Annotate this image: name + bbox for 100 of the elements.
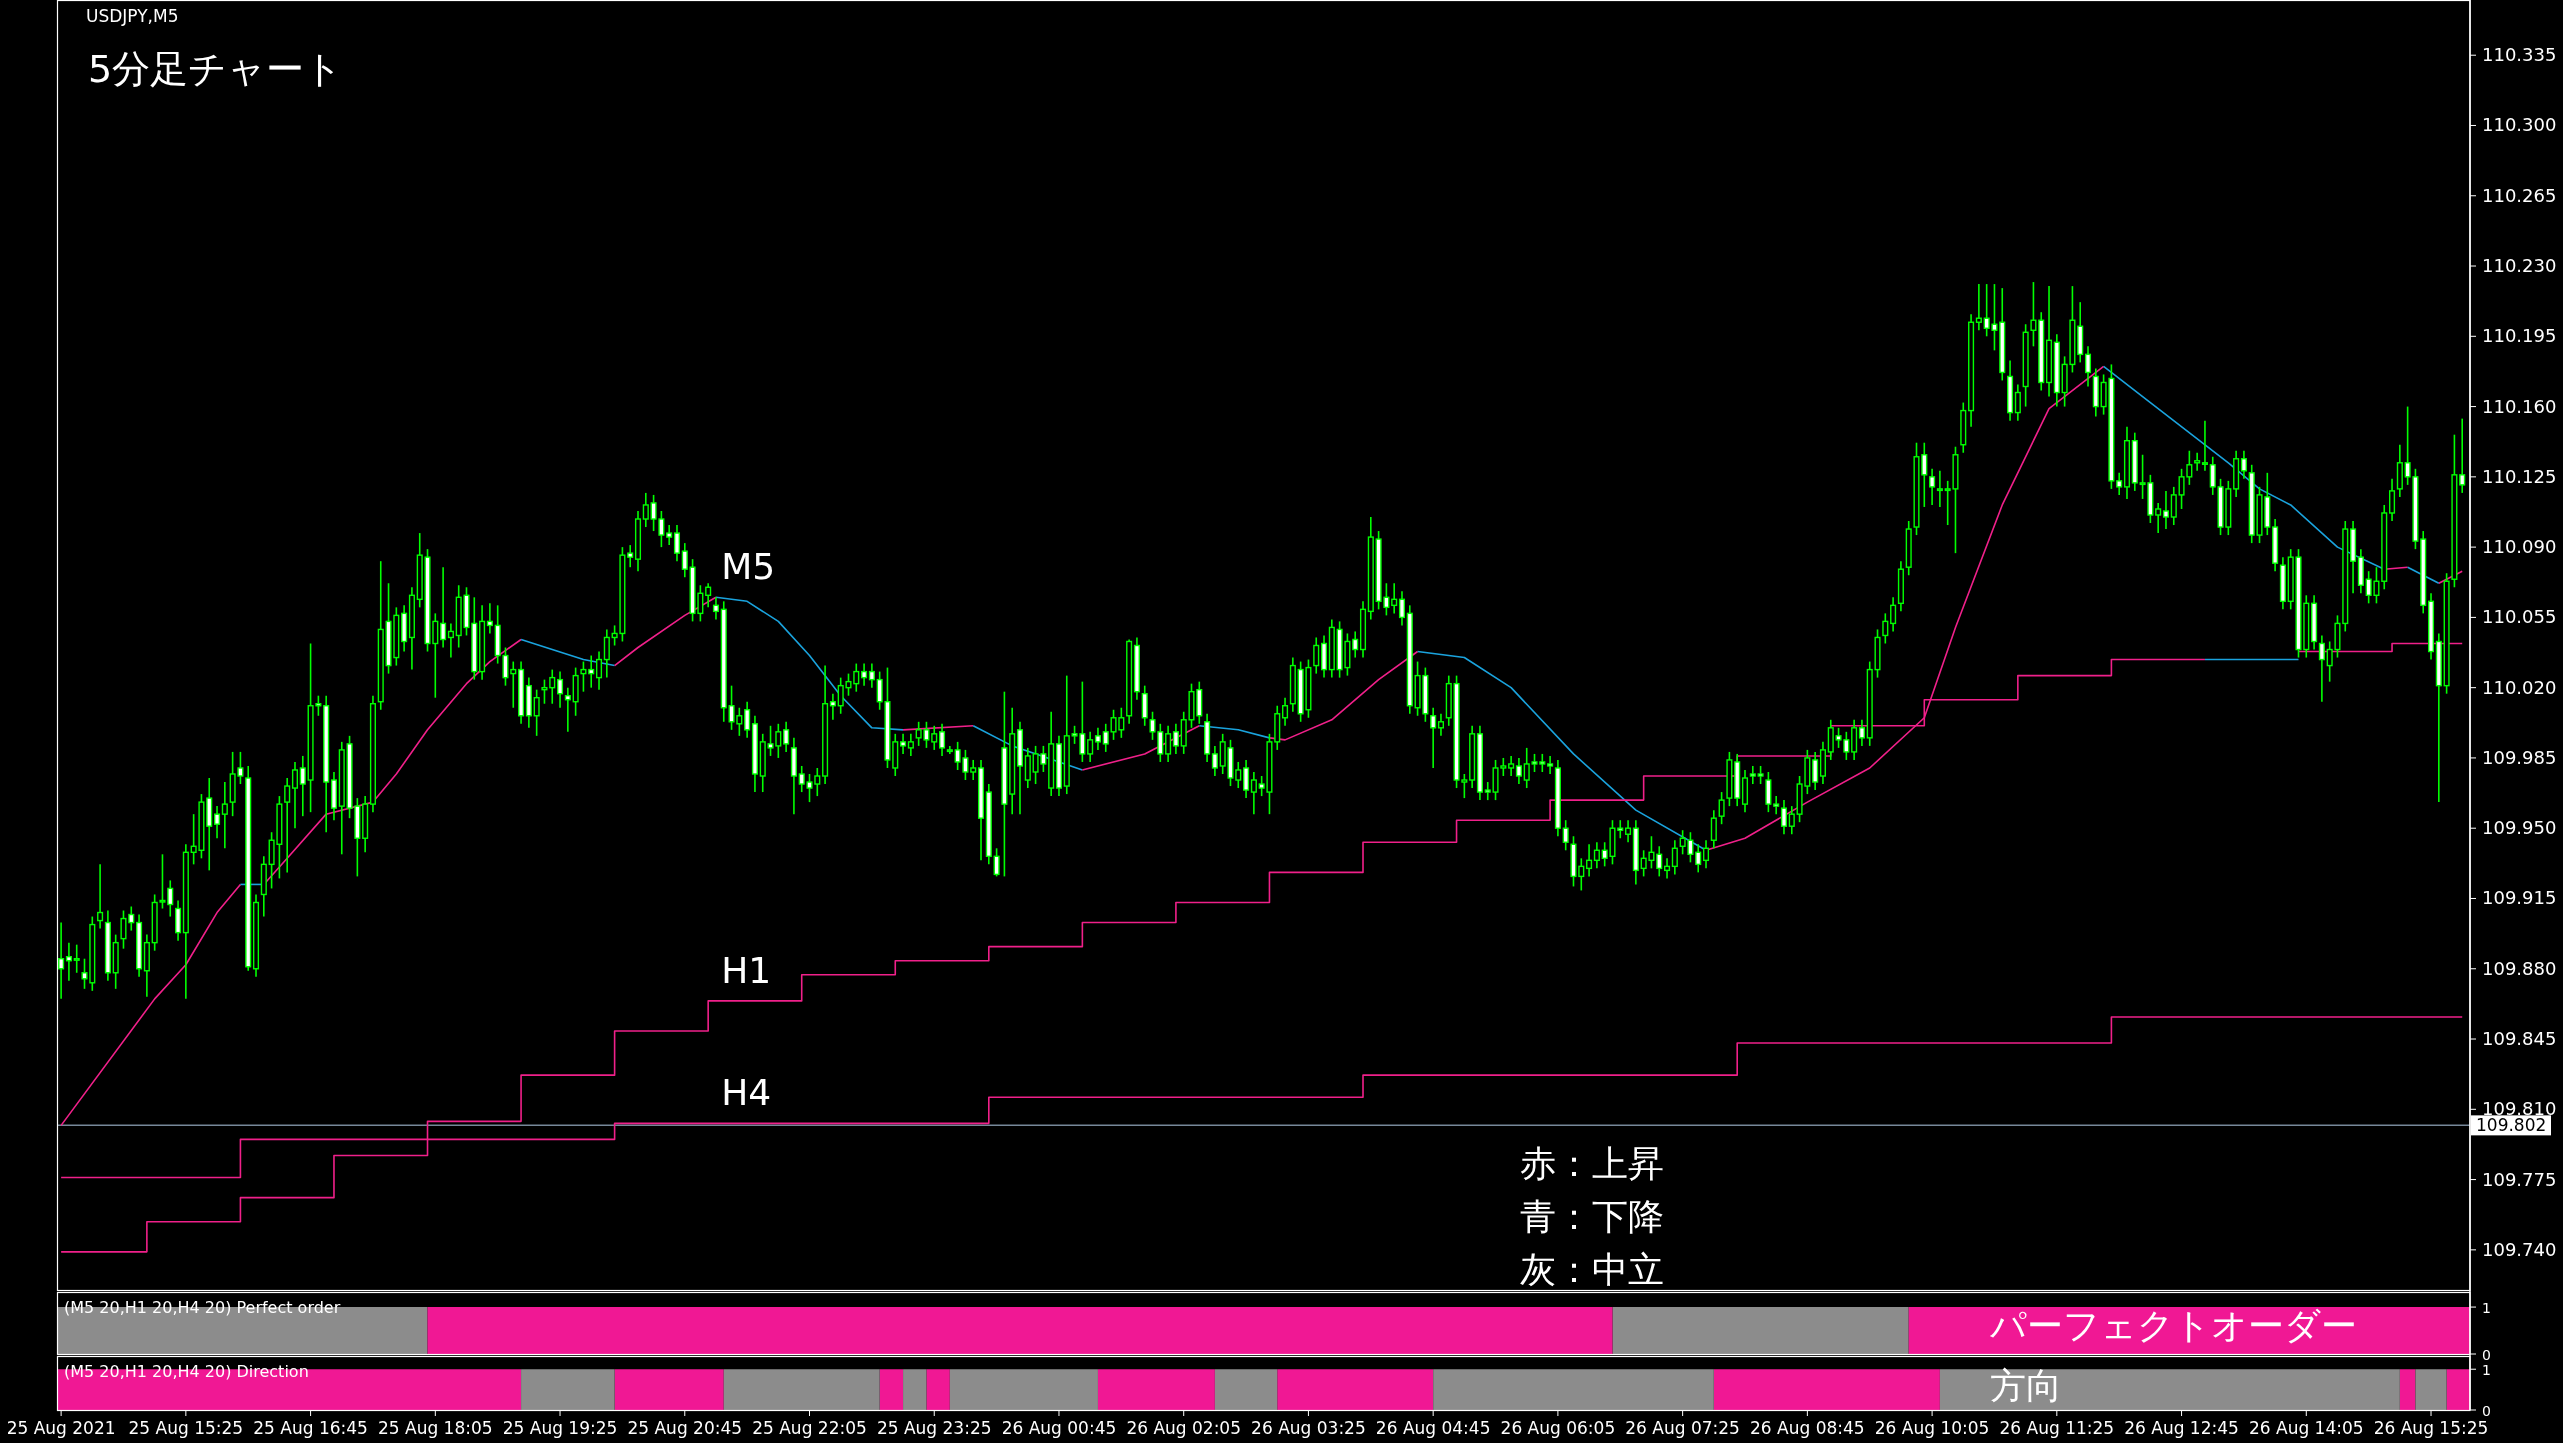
candlestick (2459, 417, 2466, 494)
candlestick (939, 723, 946, 757)
candlestick (603, 628, 610, 679)
candlestick (1547, 755, 1554, 775)
y-tick-label: 110.055 (2482, 606, 2557, 628)
y-tick-label: 109.880 (2482, 957, 2557, 979)
y-tick-label: 110.230 (2482, 255, 2557, 277)
candlestick (931, 725, 938, 751)
candlestick (1788, 805, 1795, 836)
x-tick-label: 26 Aug 00:45 (1001, 1418, 1117, 1438)
annotation: 方向 (1990, 1364, 2062, 1406)
candlestick (1812, 751, 1819, 791)
x-tick-label: 26 Aug 07:25 (1625, 1418, 1740, 1438)
candlestick (1664, 857, 1671, 880)
x-tick-label: 25 Aug 22:05 (752, 1418, 867, 1438)
x-tick-label: 26 Aug 03:25 (1251, 1418, 1366, 1438)
candlestick (541, 678, 548, 705)
candlestick (1250, 771, 1257, 815)
candlestick (2084, 345, 2092, 388)
candlestick (2194, 451, 2201, 472)
candlestick (2240, 449, 2247, 480)
candlestick (900, 733, 907, 755)
candlestick (1087, 731, 1094, 763)
candlestick (705, 582, 712, 609)
candlestick (970, 759, 977, 781)
line-series (1268, 650, 1419, 741)
candlestick (712, 596, 719, 621)
candlestick (2014, 383, 2021, 422)
y-tick-label: 110.160 (2482, 395, 2557, 417)
candlestick (1586, 843, 1593, 878)
y-tick-label: 110.195 (2482, 325, 2557, 347)
candlestick (1656, 845, 1663, 878)
candlestick (549, 668, 556, 705)
y-tick-label: 110.125 (2482, 465, 2557, 487)
candlestick (65, 941, 72, 982)
candlestick (1773, 795, 1780, 815)
candlestick (1398, 590, 1406, 627)
line-series (613, 596, 717, 667)
candlestick (1780, 799, 1788, 836)
y-tick-label: 109.985 (2482, 746, 2557, 768)
candlestick (1858, 718, 1865, 747)
candlestick (580, 660, 587, 693)
candlestick (1890, 596, 1897, 633)
candlestick (1702, 839, 1710, 870)
candlestick (1282, 696, 1289, 727)
candlestick (1430, 706, 1437, 769)
candlestick (1975, 283, 1982, 332)
candlestick (97, 863, 104, 930)
candlestick (557, 670, 564, 709)
x-tick-label: 25 Aug 23:25 (876, 1418, 992, 1438)
candlestick (486, 602, 493, 635)
x-tick-label: 26 Aug 08:45 (1750, 1418, 1865, 1438)
x-tick-label: 25 Aug 15:25 (128, 1418, 244, 1438)
x-tick-label: 26 Aug 15:25 (2373, 1418, 2489, 1438)
candlestick (221, 781, 228, 850)
text: 5分足チャート (88, 47, 344, 91)
candlestick (2318, 634, 2325, 703)
x-tick-label: 25 Aug 16:45 (253, 1418, 368, 1438)
candlestick (868, 662, 875, 689)
series-label: H4 (721, 1072, 772, 1114)
candlestick (2201, 419, 2208, 472)
candlestick (1352, 630, 1359, 659)
candlestick (1593, 841, 1600, 870)
x-tick-label: 26 Aug 02:05 (1126, 1418, 1242, 1438)
candlestick (299, 755, 306, 817)
candlestick (1313, 636, 1320, 675)
line-series (60, 883, 242, 1127)
candlestick (588, 654, 595, 689)
candlestick (744, 700, 751, 739)
candlestick (783, 721, 790, 753)
candlestick (673, 524, 681, 562)
candlestick (993, 847, 1000, 878)
y-tick-label: 0 (2482, 1347, 2491, 1363)
candlestick (1165, 725, 1172, 763)
candlestick (1625, 819, 1632, 844)
candlestick (564, 686, 571, 733)
y-tick-label: 110.020 (2482, 676, 2557, 698)
annotation: 赤：上昇 (1520, 1143, 1664, 1184)
candlestick (1211, 745, 1218, 777)
annotation: 青：下降 (1520, 1196, 1664, 1237)
candlestick (291, 761, 299, 830)
y-tick-label: 1 (2482, 1362, 2491, 1379)
candlestick (1929, 468, 1936, 506)
candlestick (1749, 765, 1756, 785)
annotation: パーフェクトオーダー (1989, 1304, 2357, 1346)
y-tick-label: 0 (2482, 1403, 2491, 1419)
candlestick (1102, 723, 1109, 753)
annotation: 灰：中立 (1520, 1249, 1664, 1290)
x-tick-label: 25 Aug 18:05 (377, 1418, 493, 1438)
candlestick (1243, 759, 1250, 799)
y-tick-label: 109.740 (2482, 1238, 2557, 1260)
candlestick (440, 566, 447, 649)
candlestick (447, 622, 454, 659)
candlestick (73, 943, 80, 974)
candlestick (2170, 486, 2177, 526)
candlestick (533, 688, 540, 737)
y-tick-label: 110.265 (2482, 184, 2557, 206)
candlestick (1515, 757, 1522, 785)
candlestick (2116, 472, 2123, 496)
y-tick-label: 109.950 (2482, 817, 2557, 839)
